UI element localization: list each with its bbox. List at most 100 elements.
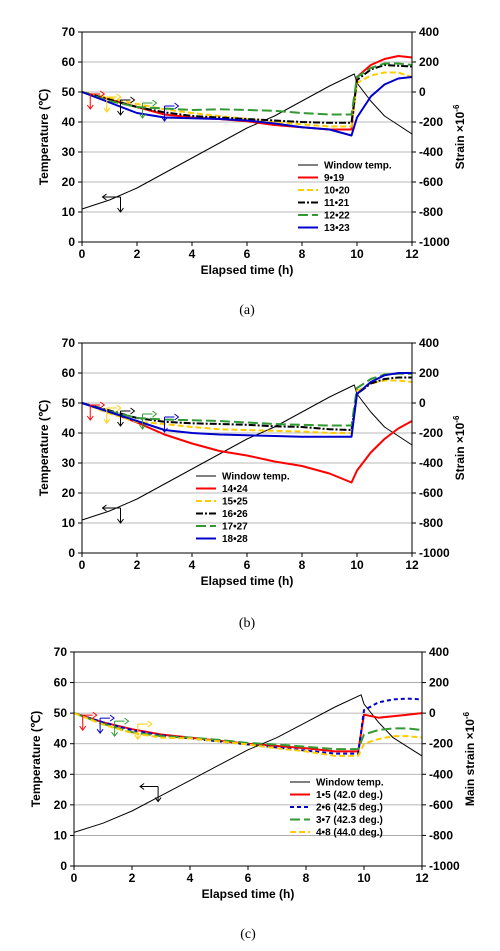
down-arrow-head — [161, 427, 168, 433]
x-tick-label: 10 — [350, 247, 364, 261]
y2-tick-label: -800 — [429, 828, 453, 842]
y-tick-label: 30 — [62, 145, 76, 159]
y2-tick-label: -800 — [419, 516, 443, 530]
x-tick-label: 0 — [79, 558, 86, 572]
down-arrow-head — [117, 518, 124, 524]
y-tick-label: 60 — [54, 676, 68, 690]
x-tick-label: 10 — [350, 558, 364, 572]
y2-tick-label: -800 — [419, 205, 443, 219]
x-tick-label: 8 — [299, 558, 306, 572]
panel-caption: (c) — [240, 927, 256, 942]
down-arrow-head — [117, 207, 124, 213]
x-tick-label: 2 — [129, 871, 136, 885]
down-arrow-head — [86, 104, 94, 110]
down-arrow-head — [139, 113, 146, 119]
down-arrow-head — [117, 110, 124, 116]
series-line-1 — [81, 73, 413, 210]
series-line-5 — [81, 372, 412, 427]
y-tick-label: 10 — [62, 516, 76, 530]
legend-label-3: 10•20 — [324, 186, 350, 197]
y-tick-label: 60 — [62, 55, 76, 69]
x-tick-label: 12 — [415, 871, 429, 885]
y-axis-label: Temperature (℃) — [29, 711, 43, 808]
y2-tick-label: 400 — [429, 645, 449, 659]
y2-tick-label: 0 — [429, 706, 436, 720]
y-tick-label: 30 — [62, 456, 76, 470]
y2-tick-label: -200 — [429, 737, 453, 751]
x-tick-label: 12 — [405, 558, 419, 572]
legend-label-1: Window temp. — [324, 161, 392, 172]
down-arrow-head — [117, 421, 124, 427]
y2-tick-label: -200 — [419, 115, 443, 129]
y-tick-label: 70 — [54, 645, 68, 659]
chart-panel-1: 010203040506070-1000-800-600-400-2000200… — [37, 25, 467, 318]
legend-label-3: 15•25 — [222, 497, 248, 508]
x-tick-label: 4 — [189, 558, 196, 572]
series-line-3 — [73, 697, 423, 755]
right-arrow-head — [116, 404, 122, 412]
y2-axis-label: Main strain ×10-6 — [462, 711, 477, 806]
x-tick-label: 2 — [134, 558, 141, 572]
y-tick-label: 0 — [68, 546, 75, 560]
x-tick-label: 8 — [303, 871, 310, 885]
y2-axis-label-text: Strain ×10 — [453, 422, 467, 480]
x-tick-label: 8 — [299, 247, 306, 261]
y2-tick-label: 0 — [419, 396, 426, 410]
y2-axis-label: Strain ×10-6 — [452, 104, 467, 169]
right-arrow-head — [109, 714, 115, 722]
legend-label-1: Window temp. — [316, 778, 384, 789]
down-arrow-head — [103, 418, 111, 424]
right-arrow-head — [174, 413, 180, 421]
series-line-4 — [73, 712, 423, 751]
y-tick-label: 40 — [62, 426, 76, 440]
right-arrow-head — [124, 717, 130, 725]
y2-tick-label: -1000 — [429, 859, 460, 873]
series-line-2 — [73, 712, 423, 753]
y2-tick-label: 200 — [419, 366, 439, 380]
y2-tick-label: -600 — [419, 175, 443, 189]
down-arrow-head — [96, 728, 104, 734]
series-line-3 — [81, 71, 413, 128]
down-arrow-head — [111, 731, 118, 737]
right-arrow-head — [152, 410, 158, 418]
y2-tick-label: -400 — [419, 145, 443, 159]
y2-tick-label: 0 — [419, 85, 426, 99]
right-arrow-head — [99, 401, 106, 409]
down-arrow-head — [103, 107, 111, 113]
legend-label-2: 9•19 — [324, 173, 345, 184]
y-tick-label: 50 — [54, 706, 68, 720]
y2-tick-label: 200 — [419, 55, 439, 69]
down-arrow-head — [154, 797, 162, 803]
series-line-6 — [81, 76, 413, 137]
series-line-3 — [81, 379, 413, 434]
y-tick-label: 20 — [62, 175, 76, 189]
legend-label-5: 12•22 — [324, 211, 350, 222]
y2-tick-label: 400 — [419, 25, 439, 39]
y2-axis-label-text: Main strain ×10 — [463, 719, 477, 806]
legend-label-2: 1•5 (42.0 deg.) — [316, 790, 383, 801]
series-line-6 — [81, 372, 412, 438]
series-line-2 — [81, 402, 413, 484]
right-arrow-head — [99, 90, 106, 98]
y2-axis-label-superscript: -6 — [452, 104, 461, 112]
y2-tick-label: -1000 — [419, 546, 450, 560]
y2-tick-label: -200 — [419, 426, 443, 440]
plot-frame — [81, 342, 413, 554]
series-line-4 — [81, 376, 412, 431]
x-tick-label: 6 — [245, 871, 252, 885]
y-axis-label: Temperature (℃) — [37, 400, 51, 497]
legend-label-5: 17•27 — [222, 522, 248, 533]
series-line-5 — [73, 712, 423, 757]
x-tick-label: 10 — [357, 871, 371, 885]
left-arrow-head — [101, 193, 107, 201]
y2-tick-label: -1000 — [419, 235, 450, 249]
y-tick-label: 40 — [62, 115, 76, 129]
x-axis-label: Elapsed time (h) — [202, 887, 295, 901]
x-tick-label: 2 — [134, 247, 141, 261]
legend-label-4: 11•21 — [324, 198, 350, 209]
down-arrow-head — [79, 725, 87, 731]
chart-panel-2: 010203040506070-1000-800-600-400-2000200… — [37, 336, 467, 631]
y-tick-label: 20 — [62, 486, 76, 500]
x-tick-label: 4 — [187, 871, 194, 885]
